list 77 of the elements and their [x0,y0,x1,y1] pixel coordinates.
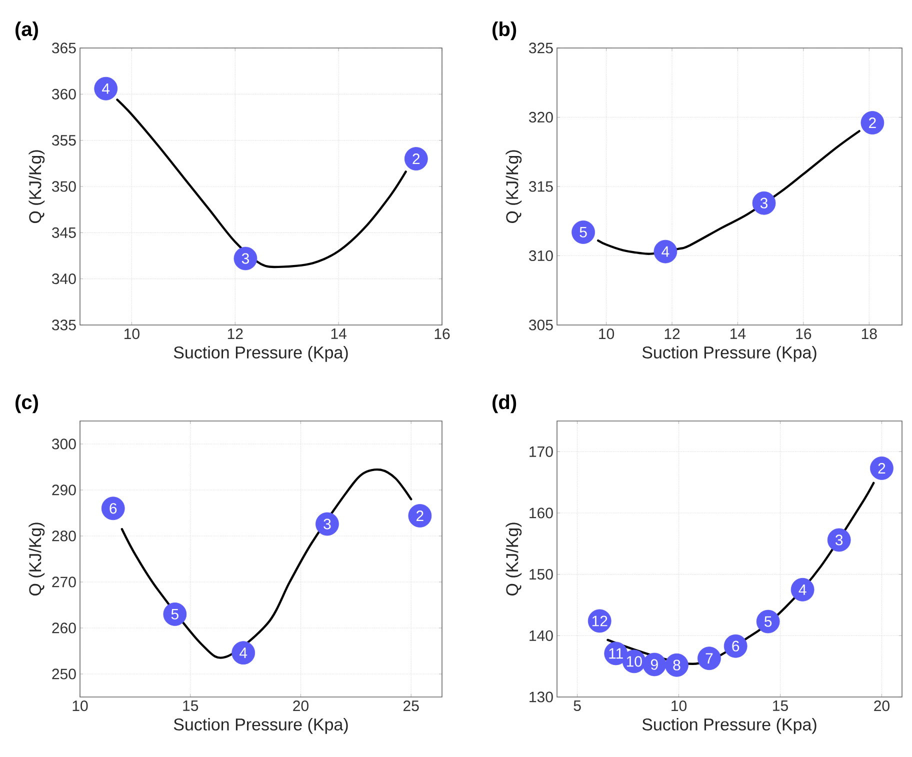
x-axis-title: Suction Pressure (Kpa) [642,346,816,362]
x-axis-title: Suction Pressure (Kpa) [174,718,348,734]
line-series [120,468,412,659]
x-axis-title: Suction Pressure (Kpa) [642,718,816,734]
x-tick-label: 12 [664,328,680,339]
annotation: 11 [609,648,623,659]
x-tick-label: 14 [730,328,746,339]
y-tick-label: 280 [52,530,76,542]
annotation: 2 [869,118,876,128]
x-tick-label: 15 [183,700,198,711]
y-tick-label: 365 [52,42,76,54]
x-tick-label: 25 [404,700,419,712]
y-tick-label: 355 [52,135,76,146]
y-tick-label: 305 [529,320,553,330]
annotation: 4 [240,648,248,658]
x-tick-label: 10 [72,700,88,712]
y-tick-label: 320 [529,112,553,123]
chart-title: (b) [492,22,516,40]
annotation: 2 [416,510,424,521]
annotation: 2 [412,154,420,164]
y-tick-label: 290 [52,484,76,496]
chart-title: (a) [16,22,38,40]
y-tick-label: 310 [529,250,553,262]
annotation: 4 [798,584,806,595]
y-tick-label: 140 [530,630,553,641]
y-tick-label: 325 [529,42,553,54]
x-tick-label: 16 [796,328,812,340]
y-tick-label: 250 [52,668,76,680]
x-tick-label: 10 [672,700,687,712]
annotation: 9 [650,659,658,670]
annotation: 3 [760,198,768,208]
annotation: 6 [110,503,117,514]
x-tick-label: 15 [773,700,788,711]
annotation: 3 [242,253,249,264]
y-tick-label: 315 [529,181,553,192]
line-series [596,130,860,255]
annotation: 4 [102,83,110,94]
annotation: 5 [580,226,587,238]
y-axis-title: Q (KJ/Kg) [28,150,45,224]
x-axis-title: Suction Pressure (Kpa) [174,346,348,362]
y-tick-label: 335 [52,320,76,330]
y-axis-title: Q (KJ/Kg) [506,522,522,596]
x-tick-label: 12 [228,328,243,339]
annotation: 2 [878,462,886,474]
annotation: 8 [673,660,680,670]
y-tick-label: 170 [530,446,553,457]
y-tick-label: 130 [530,692,553,702]
x-tick-label: 10 [124,328,140,340]
annotation: 3 [324,518,331,530]
y-axis-title: Q (KJ/Kg) [506,150,522,224]
x-tick-label: 20 [874,700,890,712]
annotation: 10 [626,656,642,667]
y-tick-label: 350 [52,181,76,192]
x-tick-label: 5 [574,700,581,711]
annotation: 12 [592,616,608,626]
y-tick-label: 360 [52,88,76,100]
x-tick-label: 20 [293,700,308,712]
chart-title: (c) [16,394,38,414]
x-tick-label: 16 [434,328,450,340]
x-tick-label: 10 [599,328,614,340]
x-tick-label: 18 [862,328,877,340]
annotation: 6 [732,640,740,652]
y-tick-label: 160 [530,508,553,518]
y-tick-label: 300 [52,438,76,450]
annotation: 4 [662,246,670,257]
x-tick-label: 14 [331,328,346,339]
annotation: 5 [171,608,178,620]
annotation: 7 [706,653,713,664]
y-tick-label: 150 [530,569,553,580]
y-tick-label: 340 [52,274,76,284]
chart-title: (d) [492,394,516,414]
y-axis-title: Q (KJ/Kg) [28,522,45,596]
y-tick-label: 345 [52,227,76,238]
annotation: 3 [835,534,843,546]
y-tick-label: 270 [52,576,76,588]
y-tick-label: 260 [52,622,76,634]
annotation: 5 [764,616,772,627]
